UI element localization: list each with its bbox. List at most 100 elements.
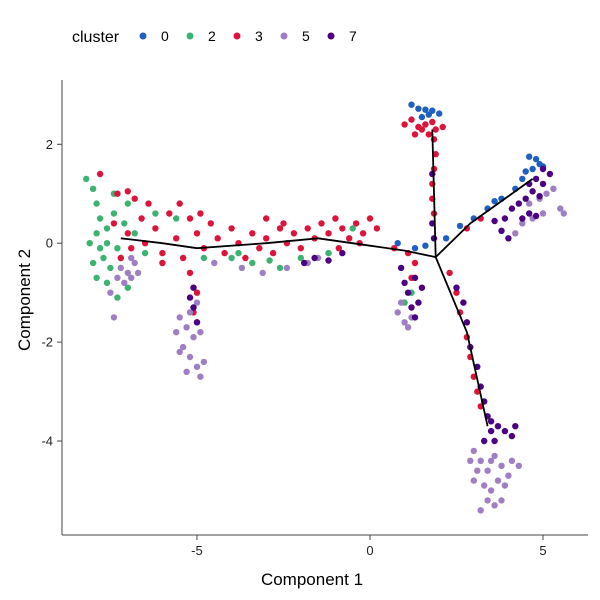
data-point-cluster-5 [131, 259, 138, 267]
data-point-cluster-7 [529, 188, 536, 195]
legend-key-3 [233, 32, 241, 40]
legend-key-2 [186, 32, 194, 40]
data-point-cluster-3 [429, 118, 436, 126]
data-point-cluster-5 [193, 363, 201, 370]
trajectory-segment-3 [434, 256, 489, 427]
data-point-cluster-5 [477, 457, 484, 464]
data-point-cluster-2 [93, 230, 100, 237]
data-point-cluster-5 [173, 329, 180, 336]
data-point-cluster-3 [186, 269, 194, 277]
data-point-cluster-0 [519, 175, 526, 183]
data-point-cluster-2 [141, 249, 149, 257]
data-point-cluster-5 [190, 334, 197, 341]
data-point-cluster-5 [505, 472, 512, 479]
data-point-cluster-2 [173, 215, 180, 222]
data-point-cluster-3 [207, 220, 214, 227]
data-point-cluster-3 [373, 225, 381, 232]
data-point-cluster-3 [263, 215, 270, 222]
data-point-cluster-3 [131, 195, 138, 202]
data-point-cluster-7 [539, 165, 547, 173]
x-tick-label: 0 [366, 543, 373, 558]
data-point-cluster-2 [93, 274, 100, 281]
data-point-cluster-7 [491, 437, 498, 445]
data-point-cluster-3 [280, 220, 287, 227]
data-point-cluster-5 [200, 358, 208, 366]
data-point-cluster-5 [114, 274, 121, 281]
data-point-cluster-3 [166, 210, 173, 217]
data-point-cluster-3 [124, 230, 131, 237]
data-point-cluster-5 [543, 190, 550, 197]
data-point-cluster-7 [536, 193, 543, 200]
data-point-cluster-5 [107, 289, 114, 296]
data-point-cluster-5 [515, 462, 522, 469]
data-point-cluster-7 [193, 319, 201, 326]
data-point-cluster-7 [487, 427, 495, 435]
data-point-cluster-3 [335, 245, 342, 252]
data-point-cluster-7 [418, 284, 426, 291]
x-tick-label: -5 [191, 543, 203, 558]
data-point-cluster-7 [301, 259, 308, 267]
legend-label-0: 0 [161, 28, 169, 44]
data-point-cluster-3 [401, 121, 408, 128]
data-point-cluster-5 [193, 299, 201, 306]
data-point-cluster-7 [190, 284, 197, 291]
legend-label-2: 2 [208, 28, 216, 44]
data-point-cluster-2 [152, 210, 159, 217]
data-point-cluster-5 [498, 462, 505, 469]
data-point-cluster-3 [193, 230, 201, 237]
data-point-cluster-7 [339, 249, 346, 257]
data-point-cluster-2 [124, 284, 131, 291]
data-point-cluster-3 [117, 254, 125, 262]
data-point-cluster-7 [522, 195, 529, 202]
y-tick-label: -2 [41, 335, 53, 350]
data-point-cluster-5 [501, 482, 509, 489]
data-point-cluster-7 [404, 289, 412, 296]
data-point-cluster-0 [422, 106, 429, 113]
data-point-cluster-3 [242, 254, 249, 262]
data-point-cluster-5 [560, 210, 567, 217]
data-point-cluster-2 [107, 264, 114, 272]
data-point-cluster-7 [401, 279, 408, 286]
data-point-cluster-5 [186, 353, 194, 361]
data-point-cluster-2 [349, 225, 356, 232]
data-point-cluster-2 [86, 240, 93, 247]
data-point-cluster-5 [508, 457, 516, 464]
data-point-cluster-7 [453, 284, 460, 291]
data-point-cluster-3 [446, 269, 453, 277]
data-point-cluster-3 [453, 289, 460, 296]
data-point-cluster-5 [211, 259, 218, 267]
trajectory-segment-1 [431, 129, 437, 258]
data-point-cluster-5 [498, 497, 505, 504]
data-point-cluster-5 [197, 373, 204, 380]
y-axis-title: Component 2 [15, 249, 34, 351]
data-point-cluster-7 [508, 432, 516, 440]
data-point-cluster-7 [487, 418, 495, 425]
data-point-cluster-5 [512, 230, 519, 237]
data-point-cluster-2 [114, 245, 121, 252]
data-point-cluster-3 [263, 235, 270, 242]
data-point-cluster-3 [186, 215, 194, 222]
data-point-cluster-7 [515, 200, 522, 207]
data-point-cluster-7 [512, 423, 519, 430]
data-point-cluster-5 [176, 348, 183, 356]
data-point-cluster-2 [276, 264, 284, 272]
data-point-cluster-3 [179, 254, 187, 262]
data-point-cluster-0 [425, 111, 432, 118]
data-point-cluster-2 [110, 210, 118, 217]
y-tick-label: -4 [41, 434, 53, 449]
data-point-cluster-3 [408, 116, 415, 123]
data-point-cluster-3 [297, 245, 304, 252]
data-point-cluster-5 [557, 205, 564, 212]
points-layer [83, 101, 567, 514]
data-point-cluster-0 [422, 242, 429, 249]
data-point-cluster-3 [318, 220, 325, 227]
legend-title: cluster [72, 29, 120, 46]
data-point-cluster-5 [470, 447, 477, 455]
data-point-cluster-5 [394, 309, 401, 316]
data-point-cluster-3 [96, 170, 104, 178]
data-point-cluster-5 [110, 314, 118, 321]
data-point-cluster-3 [221, 249, 228, 257]
data-point-cluster-2 [100, 254, 107, 262]
data-point-cluster-0 [436, 110, 443, 117]
series-3 [96, 116, 484, 410]
